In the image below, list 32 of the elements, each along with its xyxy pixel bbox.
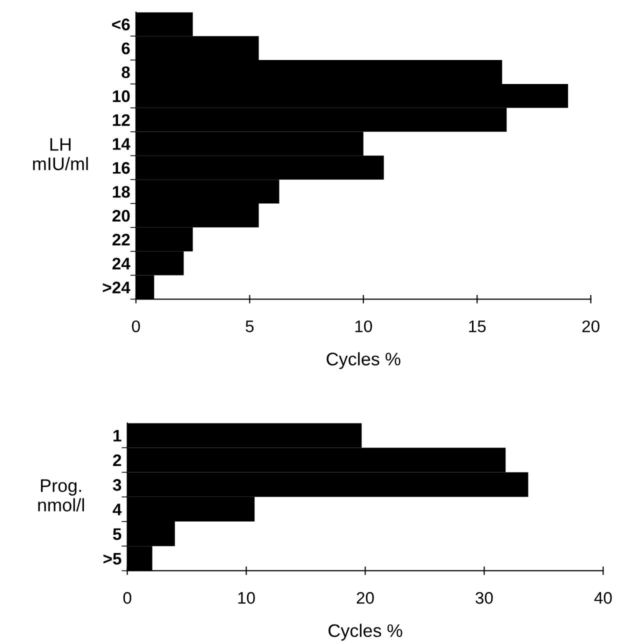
x-tick-label: 15 xyxy=(469,320,486,332)
y-tick-label: >24 xyxy=(102,282,130,294)
y-tick-label: 10 xyxy=(112,90,130,102)
x-tick-label: 40 xyxy=(594,592,612,604)
x-tick-label: 30 xyxy=(476,592,493,604)
y-tick-label: 16 xyxy=(112,162,130,174)
x-tick-label: 20 xyxy=(582,320,600,332)
y-axis-title: Prog. nmol/l xyxy=(38,479,84,512)
y-tick-label: 1 xyxy=(114,430,122,442)
y-tick-label: 3 xyxy=(112,479,122,491)
y-tick-label: <6 xyxy=(112,18,130,30)
x-axis-title: Cycles % xyxy=(328,624,402,641)
x-tick-label: 0 xyxy=(132,320,140,332)
y-tick-label: 20 xyxy=(112,210,130,222)
y-tick-label: 12 xyxy=(112,114,130,126)
x-tick-label: 20 xyxy=(356,592,374,604)
y-tick-label: 5 xyxy=(112,528,122,540)
y-tick-label: 24 xyxy=(112,258,130,270)
x-tick-label: 0 xyxy=(123,592,132,604)
x-tick-label: 5 xyxy=(246,320,254,332)
y-tick-label: 14 xyxy=(112,138,130,150)
x-axis-title: Cycles % xyxy=(326,352,400,370)
x-tick-label: 10 xyxy=(238,592,255,604)
y-tick-label: 2 xyxy=(113,454,122,466)
y-tick-label: 18 xyxy=(112,186,130,198)
y-tick-label: 6 xyxy=(122,42,130,54)
x-tick-label: 10 xyxy=(355,320,372,332)
y-axis-title: LH mIU/ml xyxy=(33,138,88,170)
y-tick-label: 8 xyxy=(122,66,130,78)
y-tick-label: 4 xyxy=(112,504,122,516)
y-tick-label: >5 xyxy=(103,553,122,565)
y-tick-label: 22 xyxy=(112,234,130,246)
